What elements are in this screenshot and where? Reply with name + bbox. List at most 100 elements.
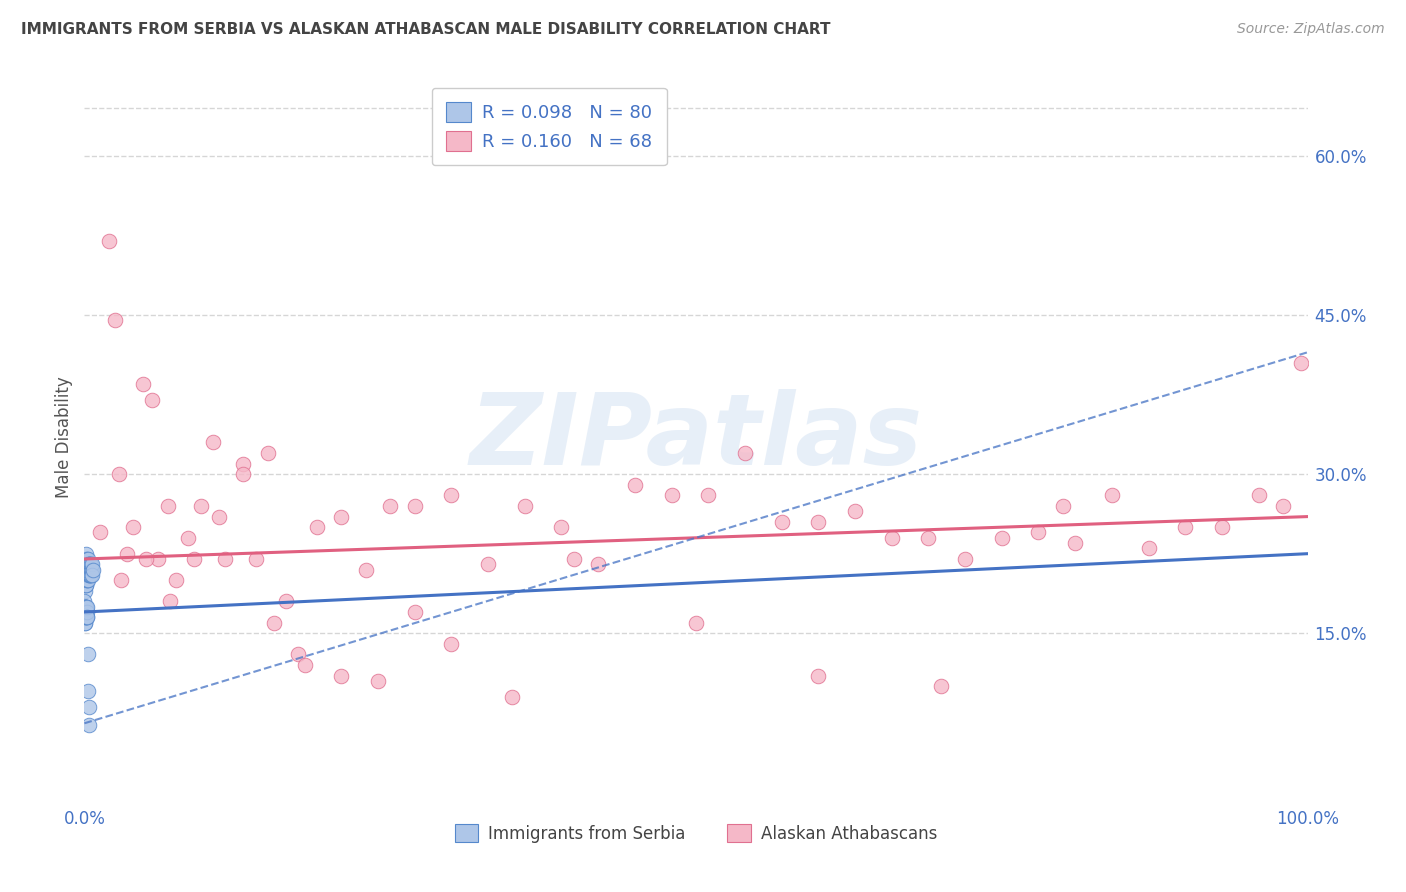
Point — [73, 605, 96, 619]
Point — [77, 573, 100, 587]
Point — [1052, 499, 1074, 513]
Point — [1028, 525, 1050, 540]
Point — [76, 558, 98, 572]
Point — [76, 563, 98, 577]
Point — [122, 520, 145, 534]
Point — [73, 594, 96, 608]
Point — [77, 700, 100, 714]
Point — [1174, 520, 1197, 534]
Point — [76, 573, 98, 587]
Point — [75, 610, 97, 624]
Point — [734, 446, 756, 460]
Point — [76, 605, 98, 619]
Point — [75, 599, 97, 614]
Point — [245, 552, 267, 566]
Point — [79, 558, 101, 572]
Point — [73, 615, 96, 630]
Point — [79, 567, 101, 582]
Point — [76, 599, 98, 614]
Point — [287, 648, 309, 662]
Point — [214, 552, 236, 566]
Point — [82, 563, 104, 577]
Point — [330, 509, 353, 524]
Point — [80, 563, 103, 577]
Point — [80, 563, 103, 577]
Point — [146, 552, 169, 566]
Point — [1064, 536, 1087, 550]
Point — [76, 648, 98, 662]
Point — [1291, 356, 1313, 370]
Point — [73, 599, 96, 614]
Point — [807, 515, 830, 529]
Point — [75, 605, 97, 619]
Point — [73, 563, 96, 577]
Point — [76, 567, 98, 582]
Point — [77, 552, 100, 566]
Point — [75, 599, 97, 614]
Point — [104, 313, 127, 327]
Point — [75, 615, 97, 630]
Point — [770, 515, 793, 529]
Point — [257, 446, 280, 460]
Point — [73, 578, 96, 592]
Point — [77, 563, 100, 577]
Point — [77, 558, 100, 572]
Point — [73, 567, 96, 582]
Point — [75, 573, 97, 587]
Point — [440, 488, 463, 502]
Point — [77, 567, 100, 582]
Point — [75, 547, 97, 561]
Text: IMMIGRANTS FROM SERBIA VS ALASKAN ATHABASCAN MALE DISABILITY CORRELATION CHART: IMMIGRANTS FROM SERBIA VS ALASKAN ATHABA… — [21, 22, 831, 37]
Point — [294, 658, 316, 673]
Point — [77, 684, 100, 698]
Point — [75, 567, 97, 582]
Point — [156, 499, 179, 513]
Point — [75, 605, 97, 619]
Point — [79, 563, 101, 577]
Point — [367, 673, 389, 688]
Point — [76, 567, 98, 582]
Point — [77, 558, 100, 572]
Point — [75, 558, 97, 572]
Point — [107, 467, 129, 482]
Text: ZIPatlas: ZIPatlas — [470, 389, 922, 485]
Point — [141, 392, 163, 407]
Point — [80, 558, 103, 572]
Point — [562, 552, 585, 566]
Point — [76, 573, 98, 587]
Point — [263, 615, 285, 630]
Point — [201, 435, 224, 450]
Point — [232, 457, 254, 471]
Point — [276, 594, 298, 608]
Point — [991, 531, 1014, 545]
Point — [165, 573, 187, 587]
Point — [76, 558, 98, 572]
Point — [550, 520, 572, 534]
Point — [477, 558, 499, 572]
Point — [75, 583, 97, 598]
Point — [1101, 488, 1123, 502]
Point — [115, 547, 138, 561]
Point — [624, 477, 647, 491]
Point — [76, 567, 98, 582]
Point — [697, 488, 720, 502]
Point — [440, 637, 463, 651]
Point — [404, 499, 426, 513]
Point — [76, 610, 98, 624]
Point — [110, 573, 132, 587]
Point — [77, 563, 100, 577]
Point — [79, 558, 101, 572]
Point — [75, 605, 97, 619]
Point — [75, 599, 97, 614]
Point — [1137, 541, 1160, 556]
Point — [73, 599, 96, 614]
Point — [917, 531, 939, 545]
Point — [183, 552, 205, 566]
Point — [76, 558, 98, 572]
Point — [75, 599, 97, 614]
Point — [135, 552, 157, 566]
Point — [177, 531, 200, 545]
Point — [73, 610, 96, 624]
Point — [232, 467, 254, 482]
Point — [80, 558, 103, 572]
